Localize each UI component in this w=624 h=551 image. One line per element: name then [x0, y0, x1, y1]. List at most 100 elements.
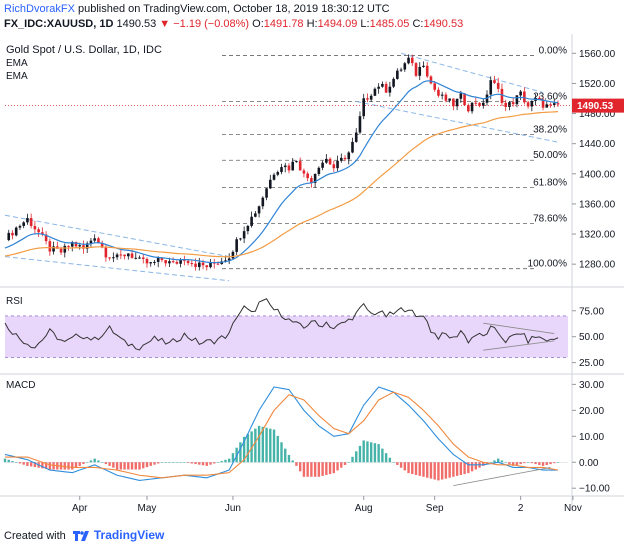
macd-histogram-bar — [455, 462, 459, 476]
macd-histogram-bar — [366, 441, 369, 463]
candle-body — [149, 262, 153, 264]
macd-histogram-bar — [15, 462, 18, 463]
macd-histogram-bar — [142, 462, 145, 469]
candle-body — [261, 197, 265, 207]
candle-body — [448, 98, 451, 101]
candle-body — [481, 102, 485, 106]
candle-body — [444, 94, 448, 101]
candle-body — [160, 257, 164, 261]
candle-body — [496, 82, 500, 89]
macd-histogram-bar — [437, 462, 440, 481]
published-text: published on TradingView.com, October 18… — [77, 3, 390, 15]
candle-body — [130, 253, 134, 258]
time-tick-label: Jun — [225, 503, 241, 514]
candle-body — [351, 141, 354, 153]
candle-body — [470, 102, 474, 112]
macd-histogram-bar — [526, 462, 530, 463]
candle-body — [29, 218, 33, 227]
candle-body — [478, 102, 481, 106]
macd-histogram-bar — [48, 462, 52, 470]
rsi-trendline-upper — [483, 322, 555, 334]
candle-body — [127, 253, 130, 257]
macd-histogram-bar — [93, 458, 96, 463]
macd-histogram-bar — [511, 462, 515, 466]
candle-body — [489, 80, 493, 95]
macd-histogram-bar — [411, 462, 414, 475]
macd-histogram-bar — [231, 453, 235, 463]
fib-level-label: 78.60% — [533, 214, 567, 225]
macd-histogram-bar — [112, 462, 115, 468]
candle-body — [268, 179, 272, 189]
candle-body — [33, 226, 37, 230]
macd-histogram-bar — [138, 462, 141, 470]
candle-body — [313, 173, 317, 183]
candle-body — [63, 245, 67, 253]
macd-histogram-bar — [239, 442, 242, 463]
price-tick-label: 1480.00 — [579, 109, 616, 120]
candle-body — [209, 262, 212, 268]
macd-histogram-bar — [11, 461, 14, 463]
author-link[interactable]: RichDvorakFX — [4, 3, 75, 15]
macd-tick-label: −10.00 — [579, 484, 610, 495]
macd-histogram-bar — [74, 462, 78, 468]
macd-histogram-bar — [33, 462, 37, 468]
macd-histogram-bar — [369, 442, 373, 463]
macd-histogram-bar — [224, 459, 227, 463]
candle-body — [197, 262, 201, 268]
candle-body — [523, 91, 526, 103]
macd-histogram-bar — [198, 462, 201, 465]
candle-body — [519, 91, 522, 96]
macd-histogram-bar — [399, 462, 403, 468]
candle-body — [328, 158, 332, 165]
macd-histogram-bar — [392, 462, 395, 463]
macd-histogram-bar — [7, 459, 10, 463]
time-tick-label: Nov — [564, 503, 582, 514]
macd-histogram-bar — [388, 457, 392, 463]
candle-body — [239, 238, 242, 240]
macd-histogram-bar — [482, 462, 485, 466]
macd-histogram-bar — [205, 462, 208, 466]
tradingview-brand[interactable]: TradingView — [93, 528, 165, 542]
candle-body — [425, 65, 429, 77]
macd-histogram-bar — [41, 462, 44, 469]
macd-histogram-bar — [201, 462, 205, 466]
candle-body — [455, 98, 459, 107]
macd-histogram-bar — [261, 426, 265, 463]
candle-body — [257, 206, 261, 214]
candle-body — [369, 95, 373, 100]
macd-histogram-bar — [164, 462, 167, 463]
candle-body — [396, 70, 399, 79]
candle-body — [530, 100, 534, 107]
macd-histogram-bar — [67, 462, 70, 470]
chart-canvas[interactable]: 1560.00 1520.00 1480.00 1440.00 1400.00 1360.… — [0, 34, 624, 524]
macd-histogram-bar — [29, 462, 33, 467]
trendline — [400, 52, 544, 93]
macd-histogram-bar — [280, 442, 283, 463]
fib-level-label: 61.80% — [533, 177, 567, 188]
candle-body — [183, 260, 186, 262]
candle-body — [138, 257, 141, 259]
candle-body — [52, 246, 55, 252]
candle-body — [168, 261, 171, 264]
candle-body — [526, 102, 530, 107]
macd-histogram-bar — [310, 462, 313, 477]
macd-histogram-bar — [500, 460, 504, 463]
macd-histogram-bar — [313, 462, 317, 477]
macd-histogram-bar — [403, 462, 407, 471]
macd-histogram-bar — [220, 461, 223, 463]
macd-histogram-bar — [332, 462, 336, 474]
macd-signal-line — [5, 391, 559, 479]
candle-body — [141, 257, 145, 259]
last-price-tag-label: 1490.53 — [577, 101, 614, 112]
price-tick-label: 1400.00 — [579, 169, 616, 180]
candle-body — [399, 69, 403, 71]
candle-body — [283, 165, 287, 168]
candle-body — [474, 102, 478, 104]
macd-histogram-bar — [384, 453, 388, 463]
candle-body — [500, 88, 504, 103]
candle-body — [310, 178, 313, 183]
macd-histogram-bar — [265, 427, 268, 463]
candle-body — [429, 76, 433, 84]
ema-slow-line — [4, 111, 559, 258]
macd-histogram-bar — [216, 462, 220, 463]
